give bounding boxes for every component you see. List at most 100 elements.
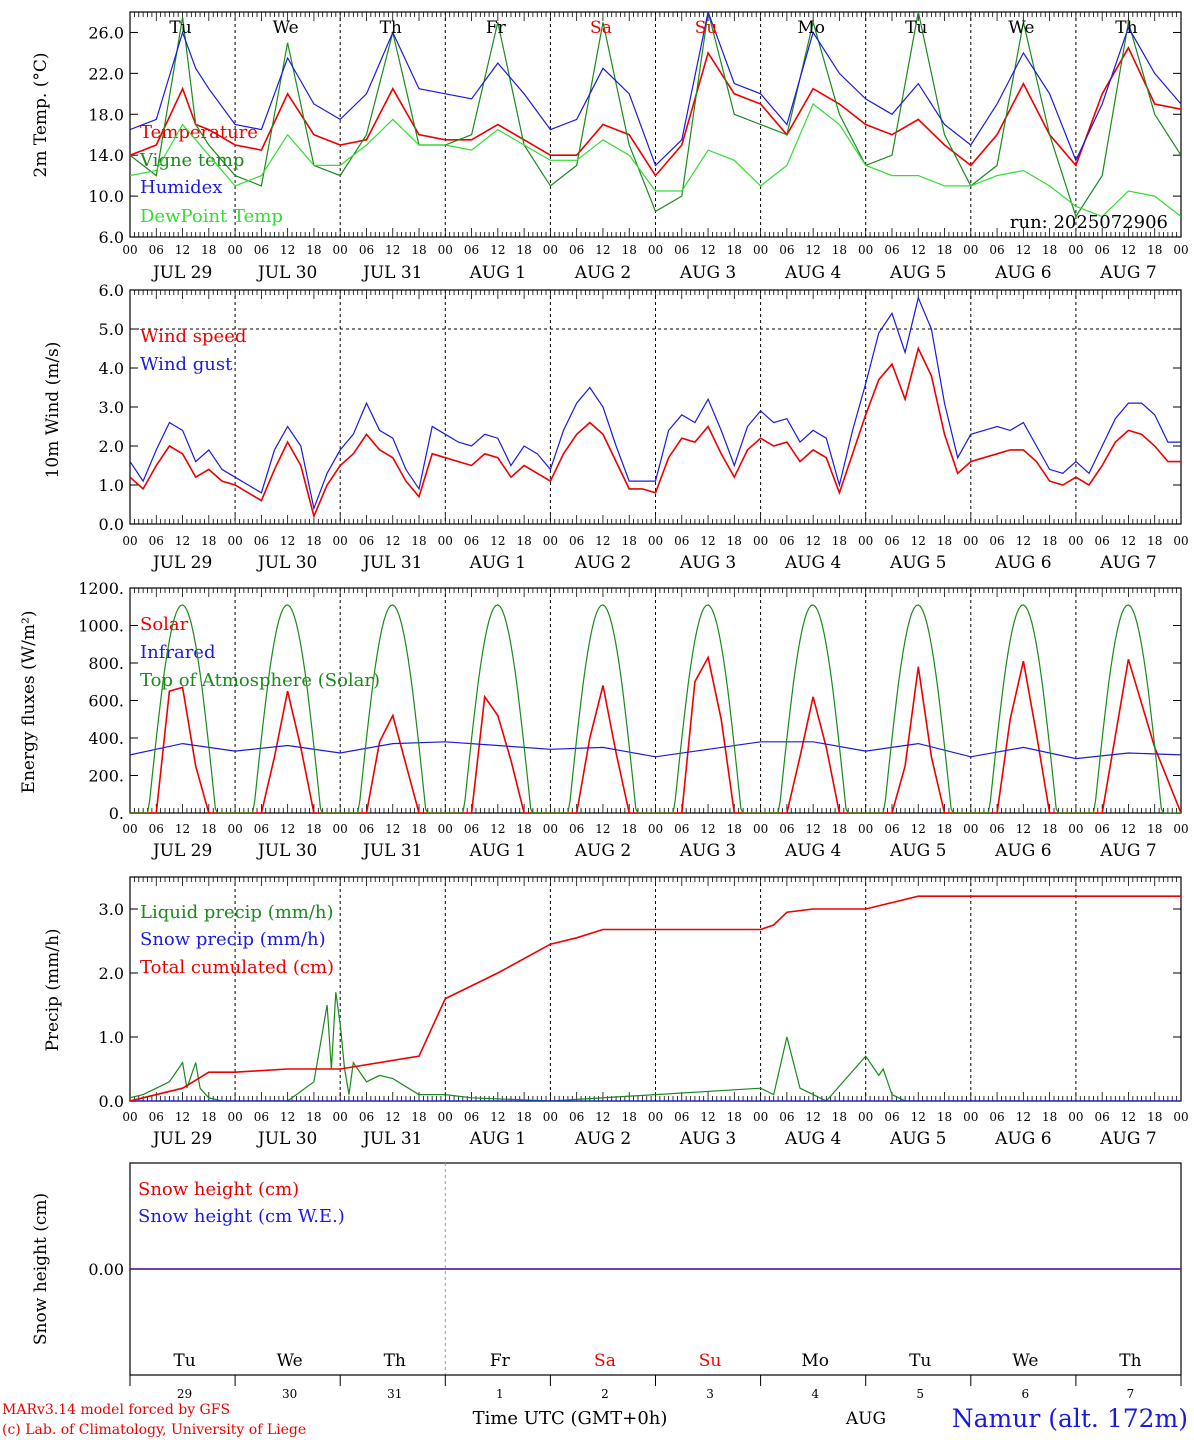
date-label: JUL 30 bbox=[256, 1129, 317, 1149]
date-label: AUG 4 bbox=[784, 841, 841, 861]
hour-label: 00 bbox=[858, 822, 873, 836]
hour-label: 12 bbox=[911, 822, 926, 836]
y-axis-label: Energy fluxes (W/m²) bbox=[19, 611, 39, 794]
hour-label: 00 bbox=[227, 243, 242, 257]
hour-label: 00 bbox=[753, 534, 768, 548]
date-label: AUG 6 bbox=[994, 841, 1051, 861]
hour-label: 06 bbox=[1095, 534, 1110, 548]
hour-label: 00 bbox=[753, 822, 768, 836]
hour-label: 18 bbox=[1042, 534, 1057, 548]
hour-label: 12 bbox=[280, 243, 295, 257]
date-label: JUL 30 bbox=[256, 841, 317, 861]
weekday-label: Tu bbox=[905, 18, 927, 38]
weekday-label: Tu bbox=[909, 1351, 931, 1371]
hour-label: 00 bbox=[122, 1110, 137, 1124]
weekday-label: Su bbox=[699, 1351, 722, 1371]
hour-label: 12 bbox=[490, 822, 505, 836]
y-tick-label: 0. bbox=[109, 804, 124, 823]
hour-label: 12 bbox=[385, 822, 400, 836]
hour-label: 18 bbox=[516, 822, 531, 836]
hour-label: 00 bbox=[858, 534, 873, 548]
hour-label: 12 bbox=[700, 243, 715, 257]
day-number: 6 bbox=[1022, 1387, 1030, 1401]
hour-label: 06 bbox=[254, 534, 269, 548]
hour-label: 00 bbox=[227, 1110, 242, 1124]
y-tick-label: 2.0 bbox=[99, 437, 124, 456]
weekday-label: Fr bbox=[486, 18, 507, 38]
hour-label: 06 bbox=[674, 534, 689, 548]
weekday-label: Sa bbox=[594, 1351, 616, 1371]
hour-label: 06 bbox=[989, 822, 1004, 836]
series-line bbox=[130, 604, 1181, 813]
y-tick-label: 1.0 bbox=[99, 1028, 124, 1047]
date-label: JUL 30 bbox=[256, 553, 317, 573]
hour-label: 00 bbox=[543, 534, 558, 548]
weekday-label: Su bbox=[695, 18, 718, 38]
hour-label: 00 bbox=[227, 534, 242, 548]
weekday-label: Tu bbox=[169, 18, 191, 38]
hour-label: 12 bbox=[911, 243, 926, 257]
credit-line: MARv3.14 model forced by GFS bbox=[2, 1402, 230, 1418]
legend-entry: Temperature bbox=[140, 122, 258, 143]
legend-entry: Total cumulated (cm) bbox=[140, 957, 334, 978]
hour-label: 12 bbox=[700, 1110, 715, 1124]
date-label: AUG 2 bbox=[574, 263, 631, 283]
weekday-label: Tu bbox=[173, 1351, 195, 1371]
y-axis-label: 2m Temp. (°C) bbox=[31, 52, 51, 177]
hour-label: 18 bbox=[727, 243, 742, 257]
legend-entry: Wind speed bbox=[140, 326, 246, 347]
y-tick-label: 5.0 bbox=[99, 320, 124, 339]
hour-label: 18 bbox=[622, 243, 637, 257]
hour-label: 12 bbox=[175, 243, 190, 257]
hour-label: 12 bbox=[806, 243, 821, 257]
hour-label: 06 bbox=[674, 243, 689, 257]
legend-entry: Top of Atmosphere (Solar) bbox=[140, 670, 380, 691]
hour-label: 06 bbox=[464, 822, 479, 836]
day-number: 3 bbox=[706, 1387, 714, 1401]
day-number: 31 bbox=[387, 1387, 402, 1401]
date-label: AUG 2 bbox=[574, 1129, 631, 1149]
hour-label: 00 bbox=[1068, 822, 1083, 836]
y-tick-label: 22.0 bbox=[88, 64, 124, 83]
hour-label: 18 bbox=[411, 1110, 426, 1124]
hour-label: 12 bbox=[280, 1110, 295, 1124]
date-label: AUG 5 bbox=[889, 263, 946, 283]
hour-label: 00 bbox=[1068, 534, 1083, 548]
hour-label: 12 bbox=[1016, 822, 1031, 836]
weekday-label: We bbox=[277, 1351, 303, 1371]
hour-label: 12 bbox=[385, 243, 400, 257]
hour-label: 18 bbox=[937, 822, 952, 836]
date-label: AUG 7 bbox=[1099, 1129, 1156, 1149]
legend-entry: Vigne temp bbox=[139, 150, 244, 171]
hour-label: 18 bbox=[306, 534, 321, 548]
hour-label: 18 bbox=[1147, 243, 1162, 257]
series-line bbox=[130, 346, 1181, 519]
series-line bbox=[130, 655, 1181, 813]
hour-label: 06 bbox=[884, 822, 899, 836]
hour-label: 18 bbox=[411, 243, 426, 257]
hour-label: 00 bbox=[858, 243, 873, 257]
date-label: JUL 31 bbox=[361, 841, 422, 861]
hour-label: 06 bbox=[779, 1110, 794, 1124]
weekday-label: We bbox=[273, 18, 299, 38]
legend-entry: Humidex bbox=[140, 177, 222, 198]
hour-label: 06 bbox=[464, 243, 479, 257]
hour-label: 00 bbox=[1173, 822, 1188, 836]
hour-label: 12 bbox=[595, 1110, 610, 1124]
hour-label: 00 bbox=[122, 243, 137, 257]
hour-label: 18 bbox=[201, 243, 216, 257]
hour-label: 06 bbox=[359, 243, 374, 257]
date-label: AUG 7 bbox=[1099, 263, 1156, 283]
weekday-label: Mo bbox=[797, 18, 825, 38]
hour-label: 18 bbox=[937, 1110, 952, 1124]
day-number: 29 bbox=[177, 1387, 192, 1401]
month-label: AUG bbox=[845, 1409, 886, 1429]
weekday-label: Th bbox=[380, 18, 402, 38]
date-label: AUG 6 bbox=[994, 263, 1051, 283]
hour-label: 18 bbox=[306, 1110, 321, 1124]
hour-label: 00 bbox=[227, 822, 242, 836]
hour-label: 18 bbox=[516, 1110, 531, 1124]
weekday-label: We bbox=[1012, 1351, 1038, 1371]
hour-label: 18 bbox=[516, 243, 531, 257]
